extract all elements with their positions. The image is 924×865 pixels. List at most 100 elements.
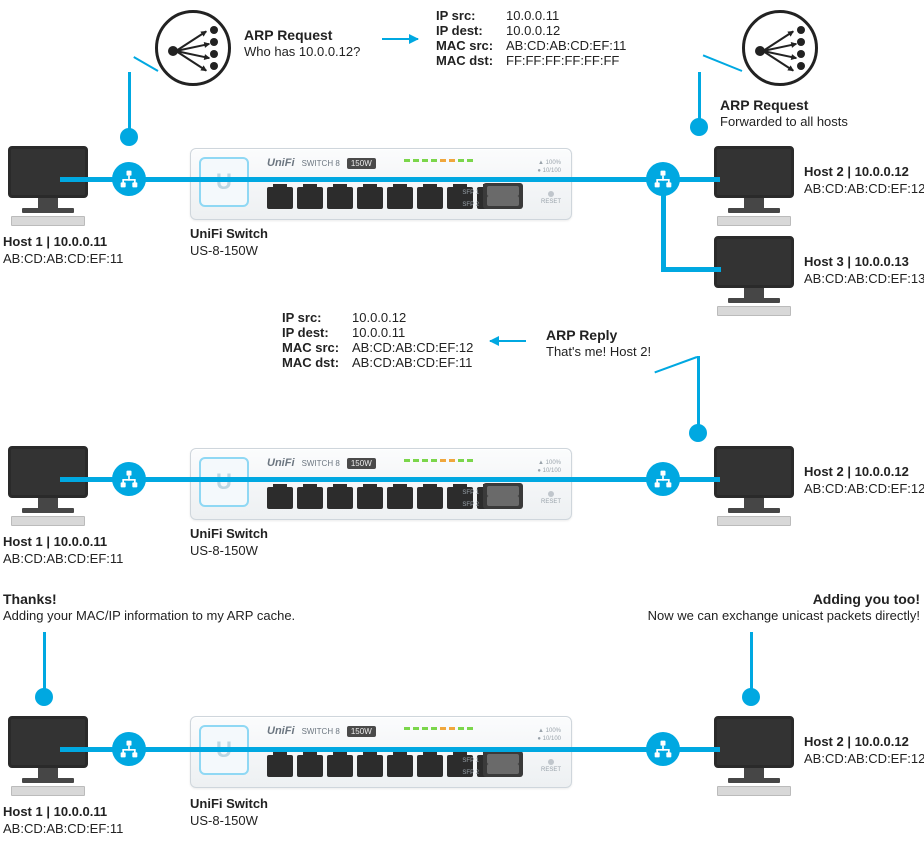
nic-node-icon xyxy=(112,732,146,766)
panel-arp-request: ARP Request Who has 10.0.0.12? IP src: 1… xyxy=(0,0,924,310)
nic-node-icon xyxy=(646,732,680,766)
callout-line xyxy=(750,632,753,692)
sfp-ports xyxy=(483,751,523,777)
arp-reply-sub: That's me! Host 2! xyxy=(546,344,651,361)
reset-button: RESET xyxy=(541,191,561,205)
host1-label: Host 1 | 10.0.0.11 AB:CD:AB:CD:EF:11 xyxy=(3,804,123,838)
callout-line xyxy=(697,356,700,428)
mac-dst-key: MAC dst: xyxy=(282,355,344,370)
arp-request-packet: IP src: 10.0.0.11 IP dest: 10.0.0.12 MAC… xyxy=(436,8,626,68)
adding-sub: Now we can exchange unicast packets dire… xyxy=(648,608,920,625)
ip-dst-key: IP dest: xyxy=(436,23,498,38)
nic-node-icon xyxy=(646,162,680,196)
switch-label: UniFi Switch US-8-150W xyxy=(190,796,268,830)
host1-pc xyxy=(8,716,88,796)
net-link xyxy=(60,177,720,182)
host1-title: Host 1 | 10.0.0.11 xyxy=(3,234,107,249)
switch-leds xyxy=(404,159,473,162)
sfp-labels: SFP 1 SFP 2 xyxy=(462,187,479,211)
host1-label: Host 1 | 10.0.0.11 AB:CD:AB:CD:EF:11 xyxy=(3,534,123,568)
arp-request-title: ARP Request xyxy=(244,26,360,44)
unifi-switch: U UniFi SWITCH 8 150W SFP 1 SFP 2 ▲ 100%… xyxy=(190,716,572,788)
ip-dst-key: IP dest: xyxy=(282,325,344,340)
host1-pc xyxy=(8,146,88,226)
sfp-ports xyxy=(483,483,523,509)
nic-node-icon xyxy=(112,462,146,496)
ip-dst-val: 10.0.0.11 xyxy=(352,325,473,340)
host3-mac: AB:CD:AB:CD:EF:13 xyxy=(804,271,924,286)
sfp-labels: SFP 1 SFP 2 xyxy=(462,487,479,511)
ip-src-val: 10.0.0.11 xyxy=(506,8,626,23)
host2-title: Host 2 | 10.0.0.12 xyxy=(804,164,909,179)
net-link xyxy=(661,267,721,272)
unifi-switch: U UniFi SWITCH 8 150W SFP 1 SFP 2 ▲ 100%… xyxy=(190,148,572,220)
host1-label: Host 1 | 10.0.0.11 AB:CD:AB:CD:EF:11 xyxy=(3,234,123,268)
arp-request-label: ARP Request Who has 10.0.0.12? xyxy=(244,26,360,61)
host1-mac: AB:CD:AB:CD:EF:11 xyxy=(3,251,123,266)
switch-extra: ▲ 100%● 10/100 xyxy=(537,459,561,475)
arp-request-sub: Who has 10.0.0.12? xyxy=(244,44,360,61)
panel-arp-reply: IP src: 10.0.0.12 IP dest: 10.0.0.11 MAC… xyxy=(0,310,924,570)
mac-dst-val: FF:FF:FF:FF:FF:FF xyxy=(506,53,626,68)
adding-label: Adding you too! Now we can exchange unic… xyxy=(648,590,920,625)
arp-reply-title: ARP Reply xyxy=(546,326,651,344)
switch-leds xyxy=(404,459,473,462)
callout-dot xyxy=(742,688,760,706)
callout-dot xyxy=(120,128,138,146)
callout-line xyxy=(128,72,131,132)
switch-title: UniFi Switch xyxy=(190,226,268,241)
host3-title: Host 3 | 10.0.0.13 xyxy=(804,254,909,269)
ip-dst-val: 10.0.0.12 xyxy=(506,23,626,38)
host1-pc xyxy=(8,446,88,526)
callout-line xyxy=(698,72,701,122)
unifi-switch: U UniFi SWITCH 8 150W SFP 1 SFP 2 ▲ 100%… xyxy=(190,448,572,520)
panel-cache-update: Thanks! Adding your MAC/IP information t… xyxy=(0,570,924,865)
callout-line xyxy=(654,356,697,373)
net-link xyxy=(60,747,720,752)
host2-pc xyxy=(714,716,794,796)
switch-brand: UniFi SWITCH 8 150W xyxy=(267,157,376,169)
switch-extra: ▲ 100%● 10/100 xyxy=(537,159,561,175)
thanks-title: Thanks! xyxy=(3,590,295,608)
callout-dot xyxy=(35,688,53,706)
sfp-ports xyxy=(483,183,523,209)
host3-label: Host 3 | 10.0.0.13 AB:CD:AB:CD:EF:13 xyxy=(804,254,924,288)
ip-src-val: 10.0.0.12 xyxy=(352,310,473,325)
host2-mac: AB:CD:AB:CD:EF:12 xyxy=(804,181,924,196)
switch-label: UniFi Switch US-8-150W xyxy=(190,226,268,260)
arp-forward-sub: Forwarded to all hosts xyxy=(720,114,848,131)
ip-src-key: IP src: xyxy=(282,310,344,325)
switch-logo: U xyxy=(199,157,249,207)
switch-leds xyxy=(404,727,473,730)
thanks-sub: Adding your MAC/IP information to my ARP… xyxy=(3,608,295,625)
nic-node-icon xyxy=(112,162,146,196)
ip-src-key: IP src: xyxy=(436,8,498,23)
callout-dot xyxy=(690,118,708,136)
arp-reply-packet: IP src: 10.0.0.12 IP dest: 10.0.0.11 MAC… xyxy=(282,310,473,370)
switch-brand-name: UniFi xyxy=(267,157,295,169)
switch-brand: UniFi SWITCH 8 150W xyxy=(267,725,376,737)
arp-reply-label: ARP Reply That's me! Host 2! xyxy=(546,326,651,361)
mac-src-key: MAC src: xyxy=(436,38,498,53)
switch-extra: ▲ 100%● 10/100 xyxy=(537,727,561,743)
switch-brand-suffix: SWITCH 8 xyxy=(302,159,340,168)
host2-label: Host 2 | 10.0.0.12 AB:CD:AB:CD:EF:12 xyxy=(804,464,924,498)
reset-button: RESET xyxy=(541,759,561,773)
sfp-labels: SFP 1 SFP 2 xyxy=(462,755,479,779)
mac-src-val: AB:CD:AB:CD:EF:12 xyxy=(352,340,473,355)
reset-button: RESET xyxy=(541,491,561,505)
arp-forward-title: ARP Request xyxy=(720,96,848,114)
host2-pc xyxy=(714,446,794,526)
mac-dst-val: AB:CD:AB:CD:EF:11 xyxy=(352,355,473,370)
mac-src-val: AB:CD:AB:CD:EF:11 xyxy=(506,38,626,53)
arrow-right-icon xyxy=(382,38,418,40)
switch-logo: U xyxy=(199,457,249,507)
host2-label: Host 2 | 10.0.0.12 AB:CD:AB:CD:EF:12 xyxy=(804,164,924,198)
callout-line xyxy=(703,54,743,72)
switch-brand-tag: 150W xyxy=(347,158,376,169)
thanks-label: Thanks! Adding your MAC/IP information t… xyxy=(3,590,295,625)
mac-src-key: MAC src: xyxy=(282,340,344,355)
adding-title: Adding you too! xyxy=(648,590,920,608)
callout-line xyxy=(133,56,158,72)
mac-dst-key: MAC dst: xyxy=(436,53,498,68)
